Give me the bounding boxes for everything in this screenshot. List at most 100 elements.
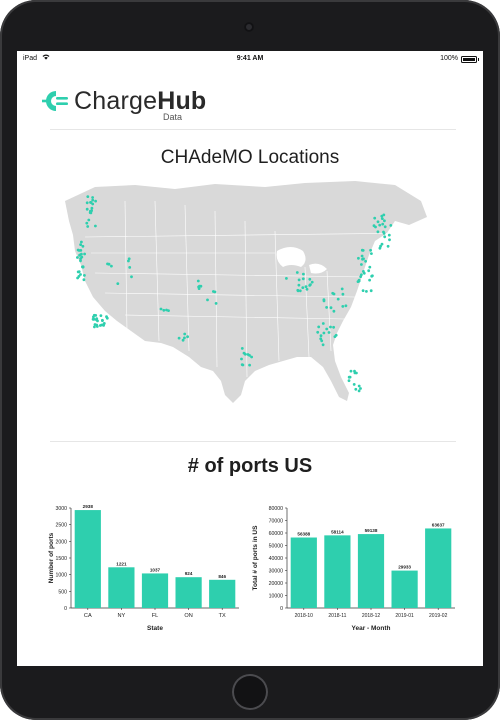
location-marker[interactable] bbox=[181, 338, 185, 342]
location-marker[interactable] bbox=[198, 284, 201, 288]
location-marker[interactable] bbox=[94, 224, 97, 228]
location-marker[interactable] bbox=[183, 336, 186, 340]
location-marker[interactable] bbox=[371, 274, 374, 278]
location-marker[interactable] bbox=[331, 291, 335, 295]
north-america-map[interactable] bbox=[65, 181, 435, 411]
location-marker[interactable] bbox=[341, 292, 345, 296]
location-marker[interactable] bbox=[361, 249, 365, 252]
location-marker[interactable] bbox=[341, 305, 345, 308]
location-marker[interactable] bbox=[353, 369, 356, 373]
locations-map[interactable] bbox=[65, 181, 435, 411]
location-marker[interactable] bbox=[96, 319, 99, 323]
location-marker[interactable] bbox=[365, 290, 368, 293]
location-marker[interactable] bbox=[85, 207, 89, 211]
location-marker[interactable] bbox=[91, 202, 95, 206]
location-marker[interactable] bbox=[90, 206, 94, 210]
location-marker[interactable] bbox=[248, 363, 252, 367]
location-marker[interactable] bbox=[389, 224, 393, 227]
location-marker[interactable] bbox=[99, 314, 103, 317]
location-marker[interactable] bbox=[80, 240, 83, 244]
location-marker[interactable] bbox=[373, 216, 377, 220]
location-marker[interactable] bbox=[376, 230, 380, 234]
location-marker[interactable] bbox=[369, 248, 372, 252]
location-marker[interactable] bbox=[240, 347, 244, 350]
location-marker[interactable] bbox=[79, 273, 82, 276]
location-marker[interactable] bbox=[95, 317, 99, 320]
location-marker[interactable] bbox=[383, 225, 387, 229]
location-marker[interactable] bbox=[77, 249, 81, 252]
location-marker[interactable] bbox=[183, 332, 187, 336]
location-marker[interactable] bbox=[101, 319, 104, 322]
location-marker[interactable] bbox=[332, 325, 335, 329]
location-marker[interactable] bbox=[79, 257, 82, 260]
location-marker[interactable] bbox=[344, 304, 348, 308]
location-marker[interactable] bbox=[386, 244, 390, 248]
location-marker[interactable] bbox=[357, 384, 361, 388]
location-marker[interactable] bbox=[361, 257, 364, 261]
location-marker[interactable] bbox=[77, 275, 81, 278]
location-marker[interactable] bbox=[381, 222, 385, 226]
location-marker[interactable] bbox=[380, 242, 384, 246]
location-marker[interactable] bbox=[242, 351, 246, 355]
location-marker[interactable] bbox=[308, 284, 312, 287]
location-marker[interactable] bbox=[320, 339, 324, 343]
location-marker[interactable] bbox=[82, 278, 86, 282]
location-marker[interactable] bbox=[196, 279, 200, 283]
location-marker[interactable] bbox=[317, 325, 321, 329]
location-marker[interactable] bbox=[357, 389, 361, 393]
location-marker[interactable] bbox=[127, 259, 130, 263]
location-marker[interactable] bbox=[364, 259, 367, 263]
location-marker[interactable] bbox=[92, 317, 96, 321]
location-marker[interactable] bbox=[92, 313, 96, 317]
location-marker[interactable] bbox=[327, 331, 331, 334]
location-marker[interactable] bbox=[359, 387, 362, 390]
location-marker[interactable] bbox=[186, 335, 189, 339]
location-marker[interactable] bbox=[206, 298, 209, 302]
location-marker[interactable] bbox=[295, 271, 299, 274]
location-marker[interactable] bbox=[127, 257, 131, 261]
location-marker[interactable] bbox=[81, 265, 85, 268]
location-marker[interactable] bbox=[325, 306, 328, 309]
location-marker[interactable] bbox=[332, 309, 336, 313]
location-marker[interactable] bbox=[368, 265, 372, 269]
location-marker[interactable] bbox=[321, 322, 325, 325]
location-marker[interactable] bbox=[130, 275, 133, 279]
location-marker[interactable] bbox=[352, 383, 356, 386]
location-marker[interactable] bbox=[355, 371, 358, 375]
location-marker[interactable] bbox=[301, 277, 305, 281]
location-marker[interactable] bbox=[100, 323, 103, 327]
location-marker[interactable] bbox=[78, 253, 81, 257]
chargehub-logo[interactable]: ChargeHub bbox=[42, 89, 206, 114]
location-marker[interactable] bbox=[296, 289, 300, 293]
location-marker[interactable] bbox=[248, 354, 251, 357]
location-marker[interactable] bbox=[347, 375, 351, 379]
location-marker[interactable] bbox=[241, 363, 245, 367]
location-marker[interactable] bbox=[333, 335, 337, 338]
location-marker[interactable] bbox=[95, 323, 99, 327]
location-marker[interactable] bbox=[116, 282, 120, 285]
location-marker[interactable] bbox=[329, 306, 333, 310]
location-marker[interactable] bbox=[382, 230, 385, 234]
location-marker[interactable] bbox=[85, 201, 89, 205]
location-marker[interactable] bbox=[301, 286, 305, 289]
location-marker[interactable] bbox=[177, 336, 181, 340]
location-marker[interactable] bbox=[88, 211, 92, 214]
location-marker[interactable] bbox=[322, 298, 326, 302]
location-marker[interactable] bbox=[357, 278, 361, 282]
location-marker[interactable] bbox=[297, 283, 301, 287]
location-marker[interactable] bbox=[380, 217, 384, 220]
location-marker[interactable] bbox=[319, 334, 323, 338]
location-marker[interactable] bbox=[367, 269, 371, 273]
location-marker[interactable] bbox=[325, 327, 329, 331]
location-marker[interactable] bbox=[110, 264, 113, 268]
location-marker[interactable] bbox=[383, 219, 386, 223]
location-marker[interactable] bbox=[362, 271, 366, 275]
location-marker[interactable] bbox=[305, 287, 309, 291]
location-marker[interactable] bbox=[360, 273, 363, 277]
location-marker[interactable] bbox=[372, 224, 376, 228]
home-button[interactable] bbox=[232, 674, 268, 710]
location-marker[interactable] bbox=[329, 325, 332, 329]
location-marker[interactable] bbox=[107, 262, 111, 266]
location-marker[interactable] bbox=[85, 221, 89, 225]
location-marker[interactable] bbox=[165, 308, 168, 312]
